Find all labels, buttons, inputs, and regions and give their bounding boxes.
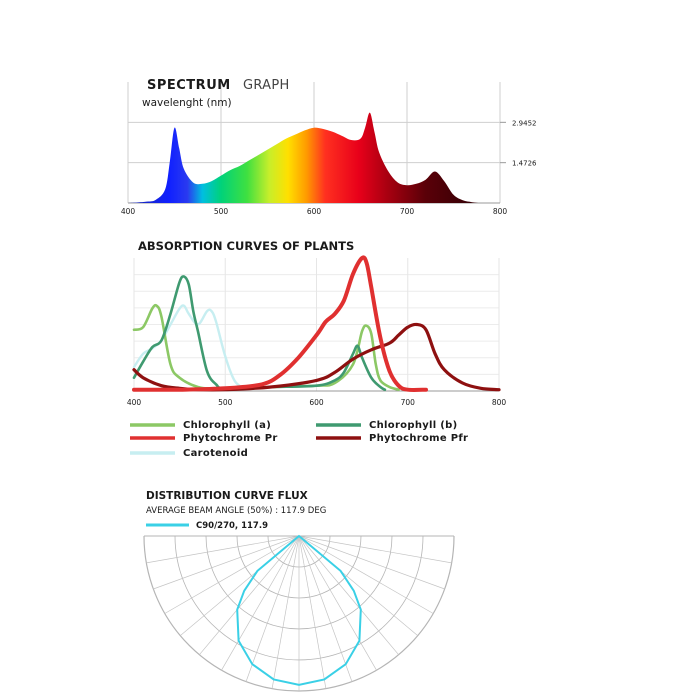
spectrum-x-tick-label: 600 [307, 207, 322, 216]
absorption-x-tick-label: 800 [492, 398, 507, 407]
absorption-line-chlorophyll-b [132, 275, 387, 391]
legend-label-phytochrome-pr: Phytochrome Pr [183, 433, 278, 444]
polar-spoke [298, 535, 452, 564]
spectrum-x-tick-label: 500 [214, 207, 229, 216]
spectrum-x-label: wavelenght (nm) [142, 97, 232, 109]
spectrum-title-light: GRAPH [243, 78, 290, 93]
flux-curve [236, 534, 362, 686]
absorption-title: ABSORPTION CURVES OF PLANTS [138, 239, 354, 253]
absorption-x-tick-label: 700 [401, 398, 416, 407]
absorption-x-tick-label: 600 [309, 398, 324, 407]
flux-legend-label: C90/270, 117.9 [196, 521, 268, 531]
spectrum-y-tick-label: 2.9452 [512, 119, 537, 127]
polar-spoke [298, 535, 434, 614]
polar-spoke [298, 535, 353, 682]
polar-grid [143, 535, 455, 692]
absorption-x-tick-label: 400 [127, 398, 142, 407]
polar-spoke [146, 535, 300, 564]
absorption-line-phytochrome-pr [132, 255, 428, 392]
polar-spoke [298, 535, 377, 671]
polar-spoke [298, 535, 445, 590]
polar-spoke [298, 535, 327, 689]
polar-spoke [298, 535, 399, 655]
polar-spoke [164, 535, 300, 614]
spectrum-chart: SPECTRUM GRAPH wavelenght (nm) 400 500 600… [121, 78, 537, 216]
legend-label-chlorophyll-b: Chlorophyll (b) [369, 420, 458, 431]
absorption-line-carotenoid [132, 304, 245, 390]
polar-spoke [245, 535, 300, 682]
spectrum-area [128, 112, 500, 204]
flux-chart: DISTRIBUTION CURVE FLUX AVERAGE BEAM ANG… [143, 490, 455, 692]
legend-label-chlorophyll-a: Chlorophyll (a) [183, 420, 271, 431]
legend-label-phytochrome-pfr: Phytochrome Pfr [369, 433, 468, 444]
spectrum-x-tick-label: 800 [493, 207, 508, 216]
absorption-x-tick-label: 500 [218, 398, 233, 407]
spectrum-x-tick-label: 700 [400, 207, 415, 216]
flux-title: DISTRIBUTION CURVE FLUX [146, 490, 308, 502]
spectrum-y-tick-label: 1.4726 [512, 160, 537, 168]
flux-subtitle: AVERAGE BEAM ANGLE (50%) : 117.9 DEG [146, 506, 326, 516]
polar-spoke [221, 535, 300, 671]
polar-spoke [199, 535, 300, 655]
polar-spoke [271, 535, 300, 689]
spectrum-title-bold: SPECTRUM [147, 78, 231, 93]
spectrum-x-tick-label: 400 [121, 207, 136, 216]
absorption-chart: ABSORPTION CURVES OF PLANTS 400 500 600 700… [127, 239, 507, 459]
polar-spoke [153, 535, 300, 590]
legend-label-carotenoid: Carotenoid [183, 448, 248, 459]
